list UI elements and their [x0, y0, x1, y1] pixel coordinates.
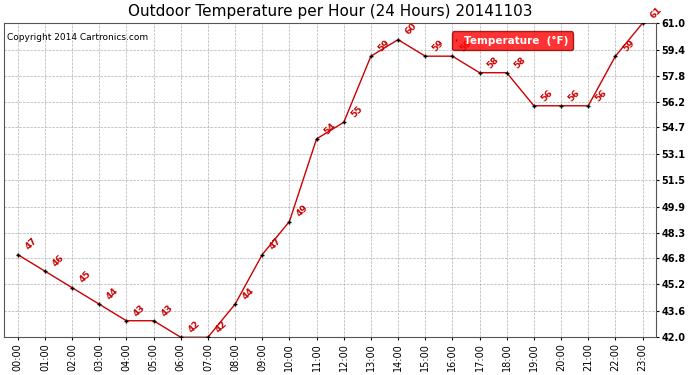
- Point: [555, 103, 566, 109]
- Point: [420, 53, 431, 59]
- Text: 42: 42: [213, 319, 229, 334]
- Point: [202, 334, 213, 340]
- Text: 43: 43: [159, 303, 175, 318]
- Point: [610, 53, 621, 59]
- Text: Copyright 2014 Cartronics.com: Copyright 2014 Cartronics.com: [8, 33, 148, 42]
- Text: 43: 43: [132, 303, 147, 318]
- Text: 47: 47: [23, 237, 39, 252]
- Point: [39, 268, 50, 274]
- Text: 47: 47: [268, 237, 283, 252]
- Text: 55: 55: [349, 104, 364, 120]
- Point: [393, 37, 404, 43]
- Title: Outdoor Temperature per Hour (24 Hours) 20141103: Outdoor Temperature per Hour (24 Hours) …: [128, 4, 533, 19]
- Point: [284, 219, 295, 225]
- Text: 58: 58: [485, 55, 500, 70]
- Point: [66, 285, 77, 291]
- Text: 59: 59: [621, 38, 636, 53]
- Point: [447, 53, 458, 59]
- Point: [501, 70, 512, 76]
- Text: 60: 60: [404, 22, 419, 37]
- Text: 54: 54: [322, 121, 337, 136]
- Point: [338, 119, 349, 125]
- Legend: Temperature  (°F): Temperature (°F): [452, 32, 573, 50]
- Point: [529, 103, 540, 109]
- Point: [637, 20, 648, 26]
- Text: 42: 42: [186, 319, 201, 334]
- Text: 56: 56: [594, 88, 609, 103]
- Text: 56: 56: [540, 88, 555, 103]
- Text: 58: 58: [512, 55, 527, 70]
- Text: 59: 59: [377, 38, 392, 53]
- Point: [583, 103, 594, 109]
- Text: 56: 56: [566, 88, 582, 103]
- Point: [12, 252, 23, 258]
- Text: 45: 45: [78, 270, 93, 285]
- Text: 44: 44: [105, 286, 120, 302]
- Point: [311, 136, 322, 142]
- Point: [366, 53, 377, 59]
- Point: [230, 301, 241, 307]
- Point: [148, 318, 159, 324]
- Text: 59: 59: [458, 38, 473, 53]
- Point: [121, 318, 132, 324]
- Point: [474, 70, 485, 76]
- Text: 44: 44: [241, 286, 256, 302]
- Text: 46: 46: [50, 253, 66, 268]
- Text: 61: 61: [648, 5, 663, 20]
- Point: [175, 334, 186, 340]
- Point: [257, 252, 268, 258]
- Text: 59: 59: [431, 38, 446, 53]
- Text: 49: 49: [295, 203, 310, 219]
- Point: [94, 301, 105, 307]
